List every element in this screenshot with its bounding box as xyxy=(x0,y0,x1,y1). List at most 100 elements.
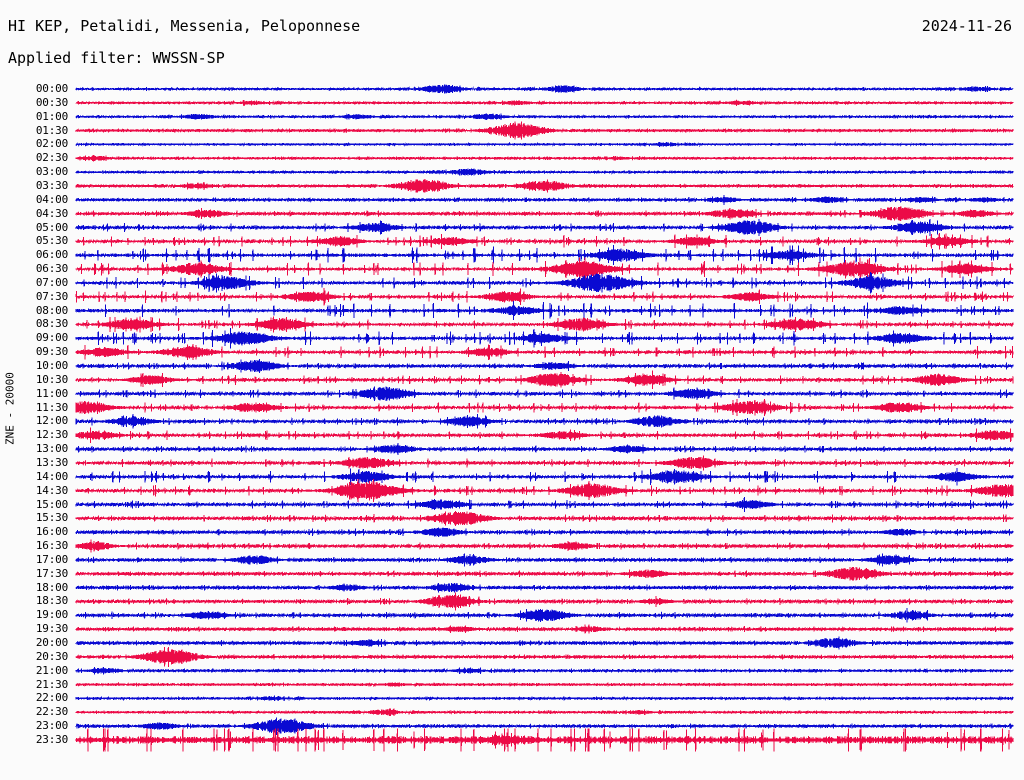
trace-row xyxy=(75,539,1014,553)
waveform-path xyxy=(75,646,1014,667)
waveform-path xyxy=(75,218,1014,237)
time-label: 11:00 xyxy=(35,386,68,400)
time-label: 13:30 xyxy=(35,455,68,469)
time-label: 00:30 xyxy=(35,95,68,109)
waveform-path xyxy=(75,717,1014,735)
waveform-path xyxy=(75,582,1014,593)
waveform-path xyxy=(75,141,1014,148)
time-label: 16:00 xyxy=(35,525,68,539)
waveform-path xyxy=(75,272,1014,294)
waveform-path xyxy=(75,443,1014,456)
time-label: 02:00 xyxy=(35,137,68,151)
trace-row xyxy=(75,624,1014,634)
trace-row xyxy=(75,194,1014,205)
time-label: 20:30 xyxy=(35,649,68,663)
time-label: 19:00 xyxy=(35,608,68,622)
time-label: 07:30 xyxy=(35,289,68,303)
waveform-path xyxy=(75,113,1014,120)
trace-row xyxy=(75,399,1014,417)
time-label: 02:30 xyxy=(35,151,68,165)
trace-row xyxy=(75,527,1014,537)
trace-row xyxy=(75,443,1014,456)
time-label: 03:30 xyxy=(35,178,68,192)
time-label: 23:00 xyxy=(35,719,68,733)
waveform-path xyxy=(75,121,1014,140)
time-label: 23:30 xyxy=(35,732,68,746)
waveform-path xyxy=(75,155,1014,162)
time-label: 14:30 xyxy=(35,483,68,497)
trace-row xyxy=(75,218,1014,237)
trace-row xyxy=(75,344,1014,361)
trace-row xyxy=(75,141,1014,148)
waveform-path xyxy=(75,607,1014,623)
waveform-path xyxy=(75,245,1014,266)
waveform-path xyxy=(75,566,1014,581)
trace-row xyxy=(75,179,1014,193)
trace-row xyxy=(75,113,1014,120)
trace-row xyxy=(75,607,1014,623)
trace-row xyxy=(75,717,1014,735)
time-label: 06:30 xyxy=(35,262,68,276)
time-label: 10:00 xyxy=(35,359,68,372)
waveform-path xyxy=(75,287,1014,306)
waveform-path xyxy=(75,728,1014,752)
trace-row xyxy=(75,636,1014,650)
waveform-path xyxy=(75,636,1014,650)
time-label: 14:00 xyxy=(35,469,68,483)
time-label: 04:30 xyxy=(35,206,68,220)
waveform-path xyxy=(75,553,1014,567)
trace-row xyxy=(75,233,1014,250)
time-label: 12:30 xyxy=(35,428,68,442)
waveform-path xyxy=(75,592,1014,611)
trace-row xyxy=(75,468,1014,486)
waveform-path xyxy=(75,510,1014,526)
trace-row xyxy=(75,496,1014,513)
waveform-path xyxy=(75,399,1014,417)
trace-row xyxy=(75,681,1014,687)
time-label: 03:00 xyxy=(35,165,68,179)
trace-row xyxy=(75,386,1014,402)
applied-filter-label: Applied filter: WWSSN-SP xyxy=(8,49,225,67)
record-date: 2024-11-26 xyxy=(921,17,1012,35)
waveform-path xyxy=(75,206,1014,221)
time-label: 17:30 xyxy=(35,566,68,580)
time-label: 19:30 xyxy=(35,622,68,636)
waveform-path xyxy=(75,194,1014,205)
waveform-path xyxy=(75,427,1014,443)
time-label: 22:30 xyxy=(35,705,68,719)
trace-row xyxy=(75,287,1014,306)
waveform-path xyxy=(75,179,1014,193)
time-label: 04:00 xyxy=(35,192,68,206)
trace-row xyxy=(75,327,1014,349)
trace-row xyxy=(75,592,1014,611)
trace-row xyxy=(75,479,1014,503)
waveform-path xyxy=(75,496,1014,513)
trace-row xyxy=(75,414,1014,429)
trace-row xyxy=(75,695,1014,702)
trace-row xyxy=(75,646,1014,667)
waveform-path xyxy=(75,168,1014,176)
waveform-path xyxy=(75,455,1014,471)
time-label: 09:00 xyxy=(35,331,68,345)
trace-row xyxy=(75,316,1014,333)
waveform-path xyxy=(75,666,1014,675)
trace-row xyxy=(75,455,1014,471)
time-label: 09:30 xyxy=(35,345,68,359)
time-label: 21:30 xyxy=(35,677,68,691)
trace-row xyxy=(75,155,1014,162)
time-label: 06:00 xyxy=(35,248,68,262)
trace-row xyxy=(75,99,1014,106)
trace-row xyxy=(75,257,1014,281)
time-label: 08:00 xyxy=(35,303,68,317)
trace-row xyxy=(75,245,1014,266)
waveform-path xyxy=(75,301,1014,321)
trace-row xyxy=(75,566,1014,581)
trace-row xyxy=(75,272,1014,294)
header: HI KEP, Petalidi, Messenia, Peloponnese … xyxy=(0,0,1024,78)
time-label: 08:30 xyxy=(35,317,68,331)
waveform-path xyxy=(75,386,1014,402)
waveform-path xyxy=(75,358,1014,374)
waveform-path xyxy=(75,479,1014,503)
